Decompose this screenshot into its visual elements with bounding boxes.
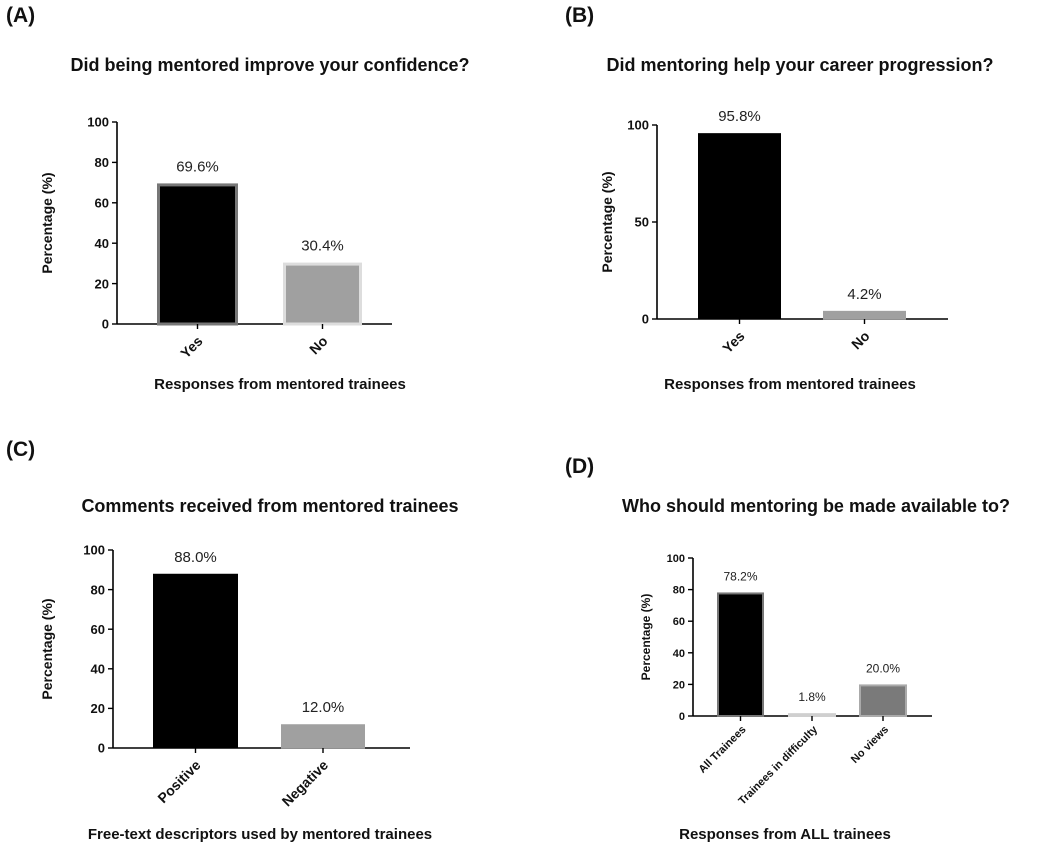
x-tick-label: No views bbox=[849, 724, 891, 766]
bar-trainees-in-difficulty bbox=[789, 714, 835, 716]
y-tick-label: 80 bbox=[673, 585, 685, 597]
y-tick-label: 60 bbox=[673, 616, 685, 628]
y-tick-label: 0 bbox=[679, 711, 685, 723]
y-tick-label: 20 bbox=[673, 679, 685, 691]
bar-no-views bbox=[860, 685, 906, 716]
y-tick-label: 100 bbox=[667, 553, 685, 565]
bar-all-trainees bbox=[718, 593, 763, 716]
x-tick-label: Trainees in difficulty bbox=[736, 723, 820, 807]
y-tick-label: 40 bbox=[673, 648, 685, 660]
data-label: 78.2% bbox=[723, 569, 757, 583]
y-axis-label: Percentage (%) bbox=[639, 594, 653, 681]
x-tick-label: All Trainees bbox=[696, 724, 748, 776]
data-label: 20.0% bbox=[866, 661, 900, 675]
data-label: 1.8% bbox=[798, 690, 826, 704]
